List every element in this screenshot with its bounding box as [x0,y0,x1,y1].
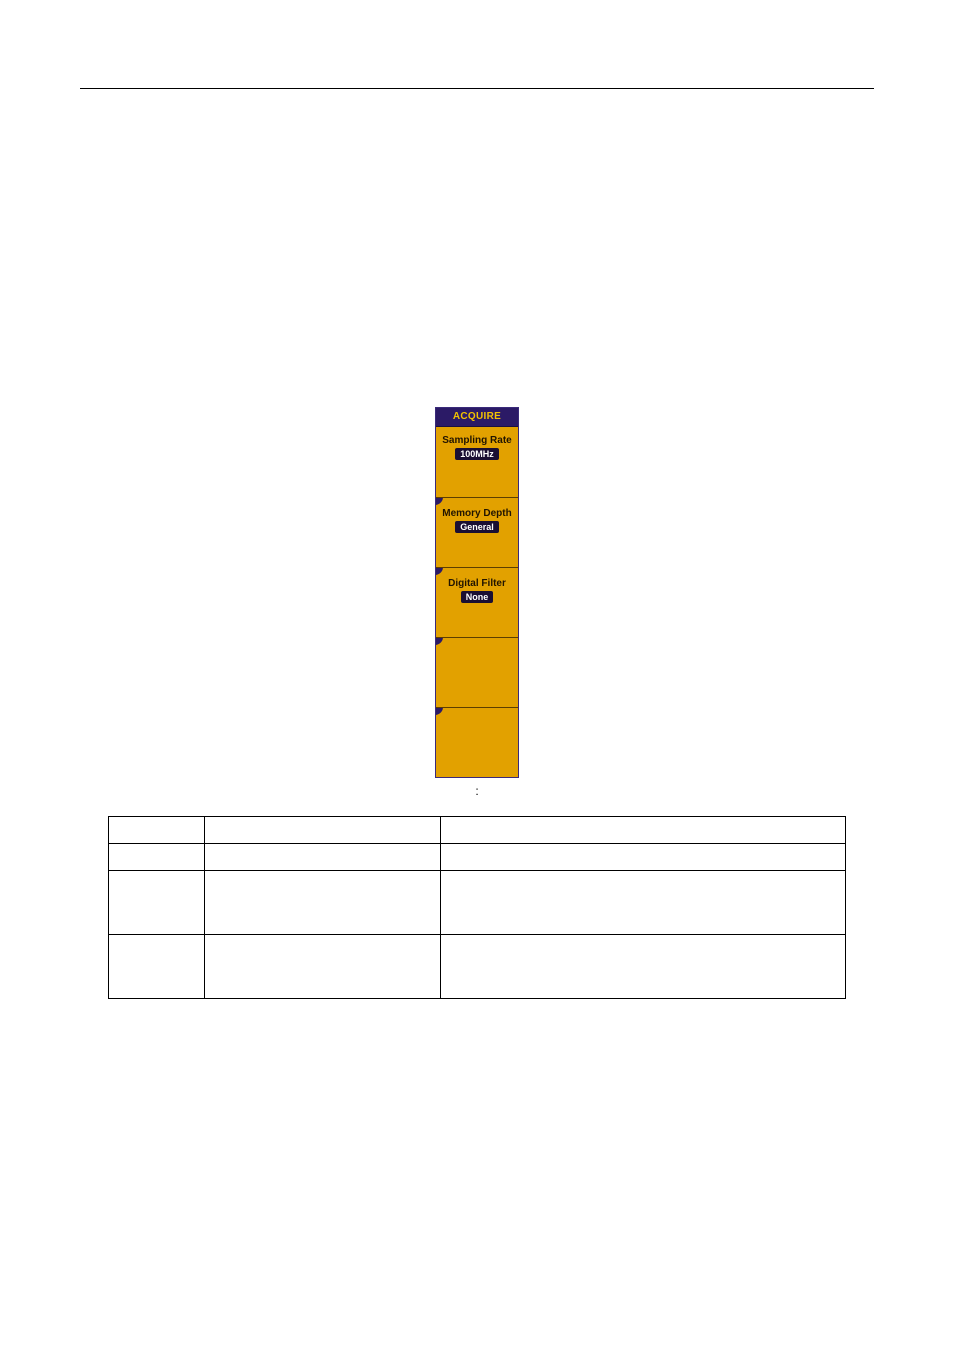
acquire-menu-panel: ACQUIRE Sampling Rate 100MHz Memory Dept… [435,407,519,778]
table-cell [440,817,845,844]
spec-table-container [108,816,846,999]
menu-item-label: Digital Filter [448,578,506,589]
table-cell [109,935,205,999]
menu-item-memory-depth[interactable]: Memory Depth General [436,497,518,567]
menu-item-label: Memory Depth [442,508,511,519]
cell-notch-icon [436,707,443,715]
menu-item-label: Sampling Rate [442,435,511,446]
table-cell [109,844,205,871]
table-cell [440,935,845,999]
table-cell [204,871,440,935]
cell-notch-icon [436,567,443,575]
menu-item-value: None [461,591,494,603]
table-row [109,935,846,999]
figure-caption: : [80,784,874,798]
table-row [109,871,846,935]
menu-item-value: 100MHz [455,448,499,460]
document-page: ACQUIRE Sampling Rate 100MHz Memory Dept… [0,0,954,1059]
table-row [109,844,846,871]
table-cell [109,817,205,844]
menu-item-digital-filter[interactable]: Digital Filter None [436,567,518,637]
menu-item-empty-5[interactable] [436,707,518,777]
menu-item-empty-4[interactable] [436,637,518,707]
top-horizontal-rule [80,88,874,89]
table-cell [440,871,845,935]
table-cell [204,844,440,871]
table-cell [440,844,845,871]
cell-notch-icon [436,497,443,505]
menu-item-sampling-rate[interactable]: Sampling Rate 100MHz [436,427,518,497]
table-cell [204,817,440,844]
table-row [109,817,846,844]
cell-notch-icon [436,637,443,645]
acquire-menu-title: ACQUIRE [436,408,518,427]
spec-table [108,816,846,999]
table-cell [109,871,205,935]
acquire-menu-figure: ACQUIRE Sampling Rate 100MHz Memory Dept… [80,407,874,778]
menu-item-value: General [455,521,499,533]
table-cell [204,935,440,999]
